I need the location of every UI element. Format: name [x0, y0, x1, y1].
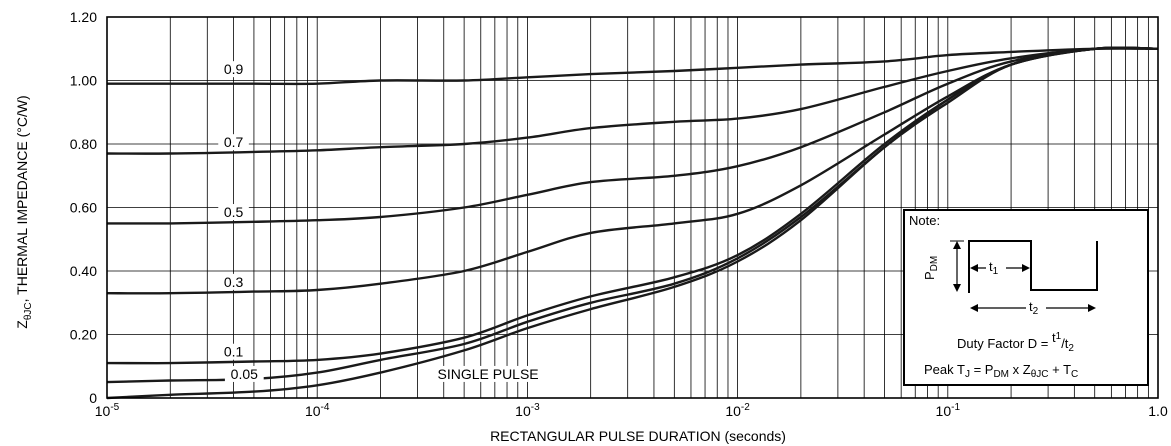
y-tick-label: 0 — [89, 390, 97, 406]
y-tick-label: 0.20 — [70, 327, 97, 343]
pdm-arrow-head-up — [953, 241, 961, 249]
note-box: Note: PDM t1 t2 Duty Factor D = t1/t2 — [903, 209, 1149, 386]
curve-label: 0.1 — [224, 344, 244, 360]
curve-labels: 0.9 0.7 0.5 0.3 0.1 0.05 SINGLE PULSE — [218, 61, 541, 382]
y-tick-label: 0.40 — [70, 263, 97, 279]
curve-label-backing — [218, 61, 249, 78]
curve-label-backing — [435, 365, 541, 382]
note-title: Note: — [909, 213, 940, 228]
curve-single-pulse — [106, 46, 1159, 400]
curve-label-backing — [218, 134, 249, 151]
x-tick-label: 1.0 — [1148, 403, 1168, 419]
x-tick-label: 10-1 — [936, 402, 961, 419]
curve-label: 0.5 — [224, 204, 244, 220]
curve-0_05 — [106, 46, 1159, 384]
t1-label: t1 — [989, 259, 999, 277]
t1-arrow-head-right — [1022, 264, 1030, 272]
pdm-label: PDM — [922, 256, 940, 280]
t2-arrow-head-right — [1088, 304, 1096, 312]
curve-label: 0.7 — [224, 134, 244, 150]
curve-label: 0.05 — [231, 366, 258, 382]
x-tick-label: 10-3 — [515, 402, 540, 419]
y-axis-label: ZθJC, THERMAL IMPEDANCE (°C/W) — [14, 95, 34, 328]
curve-label: 0.9 — [224, 61, 244, 77]
x-tick-label: 10-4 — [305, 402, 330, 419]
t2-arrow-head-left — [970, 304, 978, 312]
x-tick-label: 10-2 — [725, 402, 750, 419]
curve-label: 0.3 — [224, 274, 244, 290]
plot-frame — [106, 16, 1159, 399]
pulse-waveform — [968, 240, 1098, 293]
curve-label-backing — [218, 204, 249, 221]
y-tick-label: 0.60 — [70, 200, 97, 216]
t1-arrow-head-left — [970, 264, 978, 272]
curve-label-backing — [224, 365, 264, 382]
y-tick-label: 1.00 — [70, 73, 97, 89]
curve-0_9 — [107, 47, 1159, 86]
curve-0_5 — [106, 46, 1159, 225]
t2-label: t2 — [1029, 299, 1039, 317]
curve-0_7 — [106, 46, 1159, 155]
duty-factor-text: Duty Factor D = t1/t2 — [957, 330, 1074, 354]
y-tick-label: 1.20 — [70, 9, 97, 25]
x-tick-label: 10-5 — [95, 402, 120, 419]
curves — [106, 46, 1159, 400]
x-tick-labels: 10-5 10-4 10-3 10-2 10-1 1.0 — [95, 402, 1168, 419]
curve-label-backing — [218, 273, 249, 290]
y-tick-label: 0.80 — [70, 136, 97, 152]
y-tick-labels: 0 0.20 0.40 0.60 0.80 1.00 1.20 — [70, 9, 97, 406]
peak-tj-formula: Peak TJ = PDM x ZθJC + TC — [924, 362, 1078, 380]
pdm-arrow-head-down — [953, 284, 961, 292]
curve-label-backing — [218, 343, 249, 360]
x-axis-label: RECTANGULAR PULSE DURATION (seconds) — [490, 428, 786, 444]
curve-label: SINGLE PULSE — [437, 366, 538, 382]
